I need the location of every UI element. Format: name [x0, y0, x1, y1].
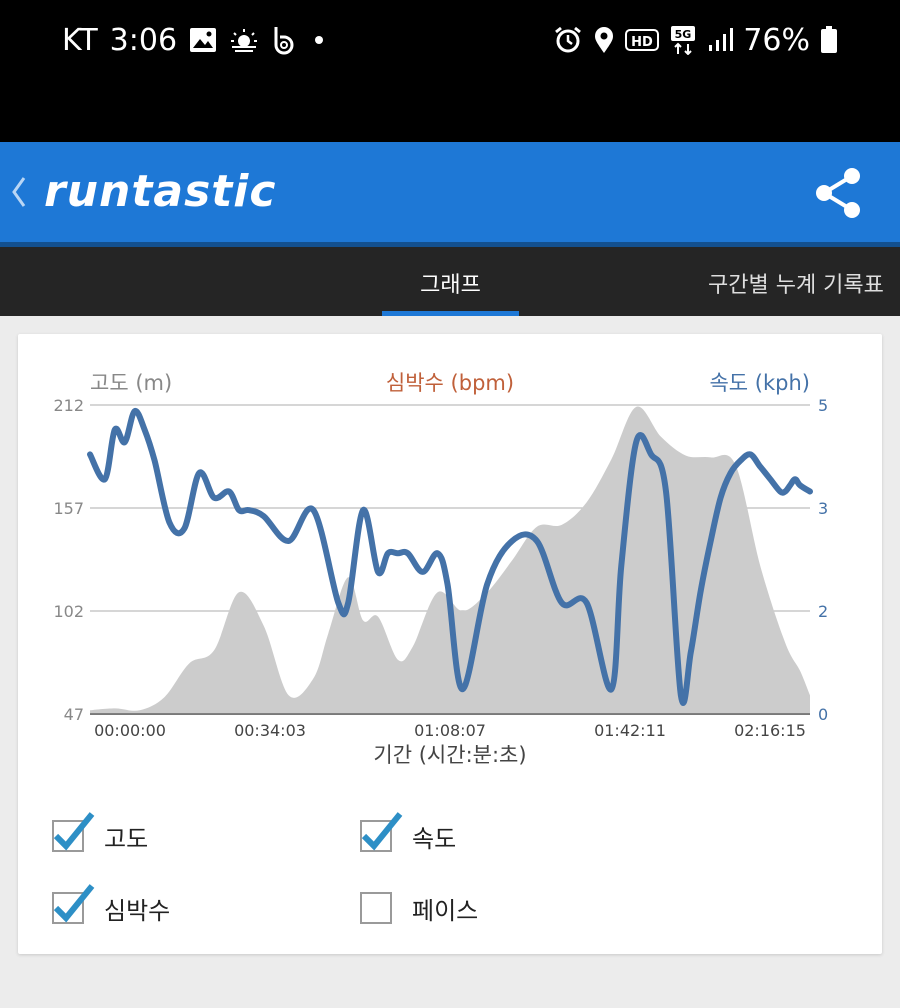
legend-label-speed: 속도: [412, 824, 457, 853]
status-right: HD 5G 76%: [553, 20, 838, 60]
left-ticks: 212 157 102 47: [53, 396, 84, 724]
hd-label: HD: [631, 35, 653, 50]
elevation-area: [90, 406, 810, 714]
tab-bar: 그래프 구간별 누계 기록표: [0, 242, 900, 316]
right-tick-label: 3: [818, 499, 828, 518]
tab-active-indicator: [382, 311, 519, 316]
checkmark-icon: [361, 812, 403, 851]
legend-elevation[interactable]: 고도: [52, 812, 149, 856]
legend-speed[interactable]: 속도: [360, 812, 457, 856]
weather-icon: [229, 27, 259, 53]
right-tick-label: 5: [818, 396, 828, 415]
heart-rate-checkbox[interactable]: [52, 884, 95, 924]
checkmark-icon: [53, 812, 95, 851]
right-tick-label: 2: [818, 602, 828, 621]
carrier-label: KT: [62, 22, 98, 58]
status-bar: KT 3:06 HD 5G 76%: [0, 0, 900, 142]
hd-icon: HD: [625, 27, 660, 53]
chevron-left-icon[interactable]: [8, 170, 30, 214]
legend-label-elevation: 고도: [104, 824, 149, 853]
tab-graph[interactable]: 그래프: [382, 247, 519, 316]
tab-graph-label: 그래프: [420, 273, 481, 298]
battery-percent: 76%: [743, 22, 810, 58]
elevation-checkbox[interactable]: [52, 812, 95, 852]
dot-icon: [309, 30, 329, 50]
status-left: KT 3:06: [62, 20, 329, 60]
x-ticks: 00:00:00 00:34:03 01:08:07 01:42:11 02:16:15: [94, 721, 806, 740]
x-tick-label: 01:08:07: [414, 721, 486, 740]
legend-pace[interactable]: 페이스: [360, 888, 478, 928]
left-axis-title: 고도 (m): [90, 371, 172, 395]
x-tick-label: 00:34:03: [234, 721, 306, 740]
tab-splits-label: 구간별 누계 기록표: [708, 273, 884, 298]
right-tick-label: 0: [818, 705, 828, 724]
app-bar: runtastic: [0, 142, 900, 242]
legend-heart-rate[interactable]: 심박수: [52, 884, 171, 928]
network-label: 5G: [675, 28, 692, 41]
left-tick-label: 212: [53, 396, 84, 415]
x-tick-label: 02:16:15: [734, 721, 806, 740]
legend-label-pace: 페이스: [412, 896, 479, 925]
5g-icon: 5G: [669, 25, 697, 55]
x-axis-title: 기간 (시간:분:초): [373, 743, 526, 767]
center-title: 심박수 (bpm): [386, 371, 514, 395]
b-app-icon: [271, 25, 297, 55]
image-icon: [189, 27, 217, 53]
left-tick-label: 47: [64, 705, 84, 724]
share-icon[interactable]: [812, 166, 864, 220]
x-tick-label: 01:42:11: [594, 721, 666, 740]
alarm-icon: [553, 25, 583, 55]
battery-icon: [820, 26, 838, 54]
checkmark-icon: [53, 884, 95, 923]
tab-splits[interactable]: 구간별 누계 기록표: [708, 247, 884, 316]
left-tick-label: 102: [53, 602, 84, 621]
location-icon: [593, 26, 615, 54]
pace-checkbox[interactable]: [360, 892, 392, 924]
legend-label-heart-rate: 심박수: [104, 896, 171, 925]
right-ticks: 5 3 2 0: [818, 396, 828, 724]
speed-checkbox[interactable]: [360, 812, 403, 852]
left-tick-label: 157: [53, 499, 84, 518]
x-tick-label: 00:00:00: [94, 721, 166, 740]
chart-card: 고도 (m) 심박수 (bpm) 속도 (kph) 212 157 102 47 5 3…: [18, 334, 882, 954]
signal-icon: [707, 27, 734, 53]
app-logo: runtastic: [44, 166, 277, 217]
clock: 3:06: [109, 22, 178, 58]
right-axis-title: 속도 (kph): [709, 371, 810, 395]
chart[interactable]: 고도 (m) 심박수 (bpm) 속도 (kph) 212 157 102 47 5 3…: [18, 334, 882, 774]
speed-line: [87, 408, 813, 706]
